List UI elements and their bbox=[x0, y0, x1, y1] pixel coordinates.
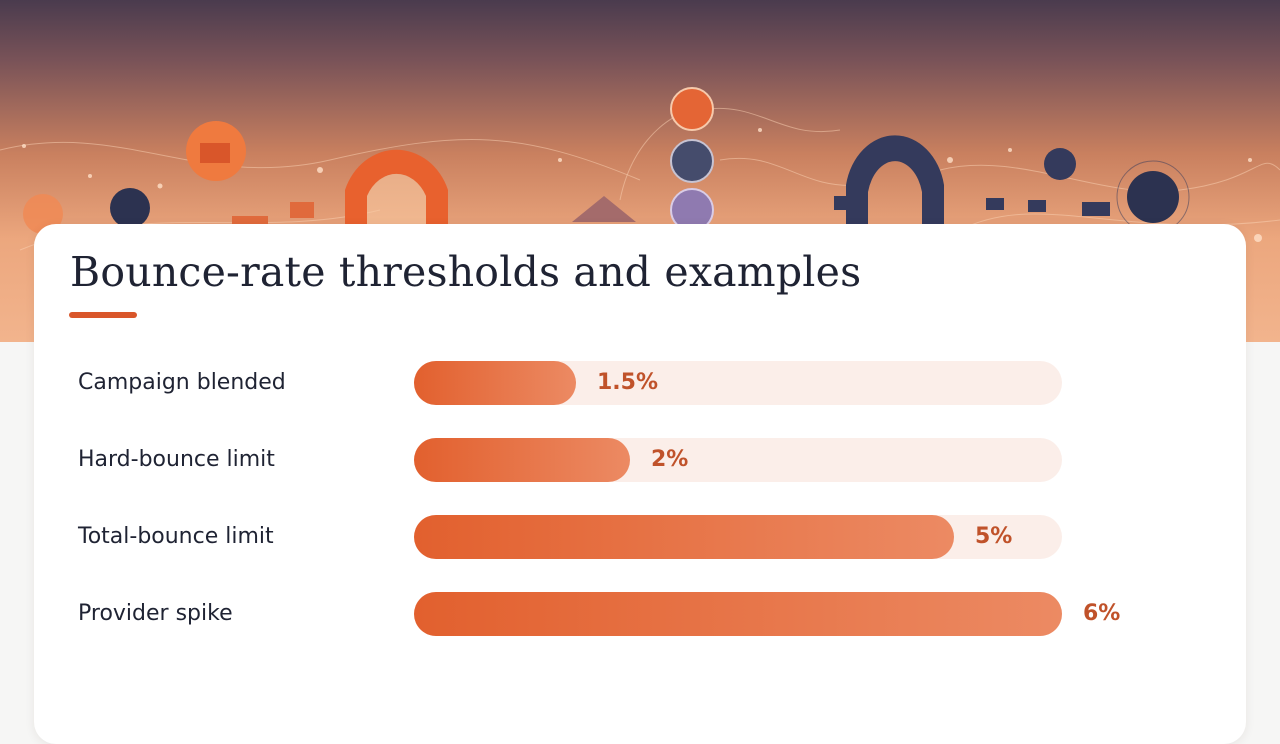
bar-chart: Campaign blended 1.5% Hard-bounce limit 2% T… bbox=[78, 361, 1121, 636]
value-label: 1.5% bbox=[597, 370, 659, 395]
category-label: Hard-bounce limit bbox=[78, 447, 275, 472]
value-label: 6% bbox=[1083, 601, 1121, 626]
value-label: 2% bbox=[651, 447, 689, 472]
bar bbox=[414, 438, 630, 482]
content-card bbox=[34, 224, 1246, 744]
bar bbox=[414, 592, 1062, 636]
bar bbox=[414, 515, 954, 559]
page-title: Bounce-rate thresholds and examples bbox=[70, 248, 862, 296]
network-illustration bbox=[0, 87, 1280, 282]
value-label: 5% bbox=[975, 524, 1013, 549]
title-underline bbox=[69, 312, 137, 318]
category-label: Campaign blended bbox=[78, 370, 286, 395]
category-label: Total-bounce limit bbox=[78, 524, 274, 549]
bar bbox=[414, 361, 576, 405]
category-label: Provider spike bbox=[78, 601, 233, 626]
